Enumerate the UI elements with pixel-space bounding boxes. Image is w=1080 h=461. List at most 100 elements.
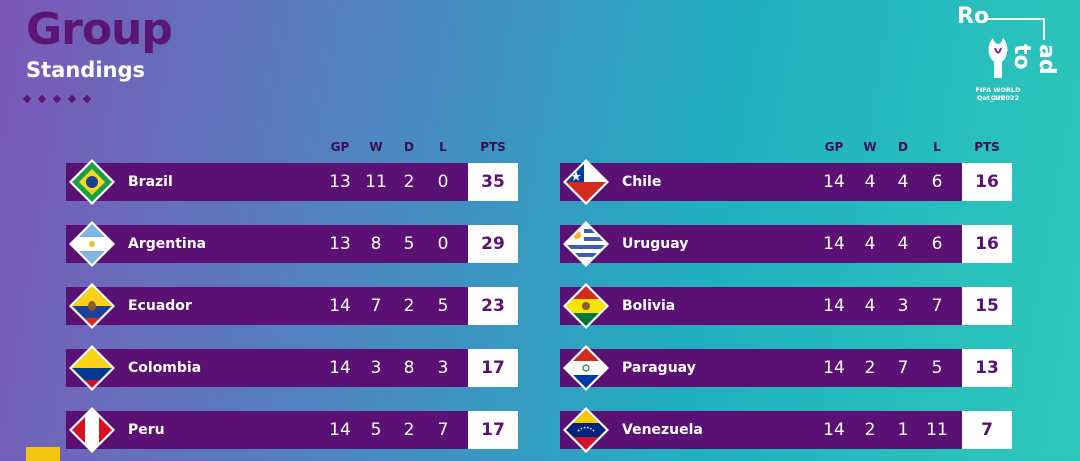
stat-gp: 14: [329, 420, 351, 440]
logo-text-adto: ad to: [1009, 44, 1059, 75]
stat-w: 3: [370, 358, 382, 378]
header-w: W: [863, 140, 877, 154]
stat-gp: 14: [823, 172, 845, 192]
stat-gp: 14: [329, 296, 351, 316]
table-row: Peru 14 5 2 7 17: [66, 407, 518, 453]
header-pts: PTS: [974, 140, 1000, 154]
stat-d: 4: [897, 234, 909, 254]
table-row: Venezuela 14 2 1 11 7: [560, 407, 1012, 453]
page-title: Group: [26, 4, 173, 55]
stat-w: 11: [365, 172, 387, 192]
stat-d: 7: [897, 358, 909, 378]
table-row: Ecuador 14 7 2 5 23: [66, 283, 518, 329]
stat-pts: 29: [468, 225, 518, 263]
stat-d: 2: [403, 296, 415, 316]
header-w: W: [369, 140, 383, 154]
stat-d: 8: [403, 358, 415, 378]
stat-w: 2: [864, 420, 876, 440]
country-name: Peru: [128, 422, 165, 438]
page-subtitle: Standings: [26, 58, 145, 82]
table-row: Colombia 14 3 8 3 17: [66, 345, 518, 391]
uruguay-flag-icon: [563, 221, 609, 267]
table-row: Paraguay 14 2 7 5 13: [560, 345, 1012, 391]
header-l: L: [439, 140, 447, 154]
stat-w: 7: [370, 296, 382, 316]
stat-l: 7: [931, 296, 943, 316]
stat-pts: 17: [468, 411, 518, 449]
country-name: Brazil: [128, 174, 173, 190]
header-d: D: [898, 140, 908, 154]
stat-w: 5: [370, 420, 382, 440]
stat-gp: 13: [329, 172, 351, 192]
table-row: Chile 14 4 4 6 16: [560, 159, 1012, 205]
country-name: Venezuela: [622, 422, 703, 438]
table-row: Brazil 13 11 2 0 35: [66, 159, 518, 205]
stat-d: 5: [403, 234, 415, 254]
left-column-headers: GP W D L PTS: [66, 140, 518, 156]
stat-gp: 14: [823, 420, 845, 440]
stat-pts: 16: [962, 225, 1012, 263]
country-name: Chile: [622, 174, 662, 190]
venezuela-flag-icon: [563, 407, 609, 453]
country-name: Bolivia: [622, 298, 676, 314]
stat-pts: 23: [468, 287, 518, 325]
chile-flag-icon: [563, 159, 609, 205]
stat-d: 2: [403, 420, 415, 440]
decorative-diamonds: [22, 94, 92, 104]
country-name: Colombia: [128, 360, 202, 376]
corner-decoration: [26, 447, 60, 461]
argentina-flag-icon: [69, 221, 115, 267]
ecuador-flag-icon: [69, 283, 115, 329]
stat-d: 1: [897, 420, 909, 440]
stat-gp: 14: [823, 358, 845, 378]
stat-pts: 17: [468, 349, 518, 387]
stat-l: 0: [437, 172, 449, 192]
header-pts: PTS: [480, 140, 506, 154]
stat-pts: 13: [962, 349, 1012, 387]
stat-l: 6: [931, 234, 943, 254]
table-row: Bolivia 14 4 3 7 15: [560, 283, 1012, 329]
stat-l: 5: [437, 296, 449, 316]
country-name: Argentina: [128, 236, 207, 252]
table-row: Uruguay 14 4 4 6 16: [560, 221, 1012, 267]
right-column-headers: GP W D L PTS: [560, 140, 1012, 156]
header-d: D: [404, 140, 414, 154]
stat-d: 4: [897, 172, 909, 192]
world-cup-emblem-icon: [988, 38, 1008, 78]
stat-pts: 35: [468, 163, 518, 201]
header-l: L: [933, 140, 941, 154]
world-cup-logo: Ro ad to FIFA WORLD CUP Qat_ar2022: [955, 4, 1065, 116]
stat-pts: 7: [962, 411, 1012, 449]
stat-w: 2: [864, 358, 876, 378]
logo-text-ro: Ro: [957, 4, 990, 29]
colombia-flag-icon: [69, 345, 115, 391]
stat-gp: 13: [329, 234, 351, 254]
paraguay-flag-icon: [563, 345, 609, 391]
stat-l: 0: [437, 234, 449, 254]
stat-l: 11: [926, 420, 948, 440]
country-name: Paraguay: [622, 360, 696, 376]
table-row: Argentina 13 8 5 0 29: [66, 221, 518, 267]
bolivia-flag-icon: [563, 283, 609, 329]
stat-w: 4: [864, 234, 876, 254]
country-name: Ecuador: [128, 298, 192, 314]
brazil-flag-icon: [69, 159, 115, 205]
stat-pts: 15: [962, 287, 1012, 325]
stat-w: 4: [864, 172, 876, 192]
peru-flag-icon: [69, 407, 115, 453]
stat-gp: 14: [823, 234, 845, 254]
header-gp: GP: [330, 140, 350, 154]
stat-gp: 14: [823, 296, 845, 316]
stat-l: 5: [931, 358, 943, 378]
header-gp: GP: [824, 140, 844, 154]
stat-l: 3: [437, 358, 449, 378]
country-name: Uruguay: [622, 236, 689, 252]
stat-d: 3: [897, 296, 909, 316]
stat-w: 4: [864, 296, 876, 316]
stat-w: 8: [370, 234, 382, 254]
stat-pts: 16: [962, 163, 1012, 201]
stat-l: 6: [931, 172, 943, 192]
logo-line2: Qat_ar2022: [977, 94, 1019, 102]
logo-line1: FIFA WORLD CUP: [975, 86, 1021, 102]
stat-gp: 14: [329, 358, 351, 378]
